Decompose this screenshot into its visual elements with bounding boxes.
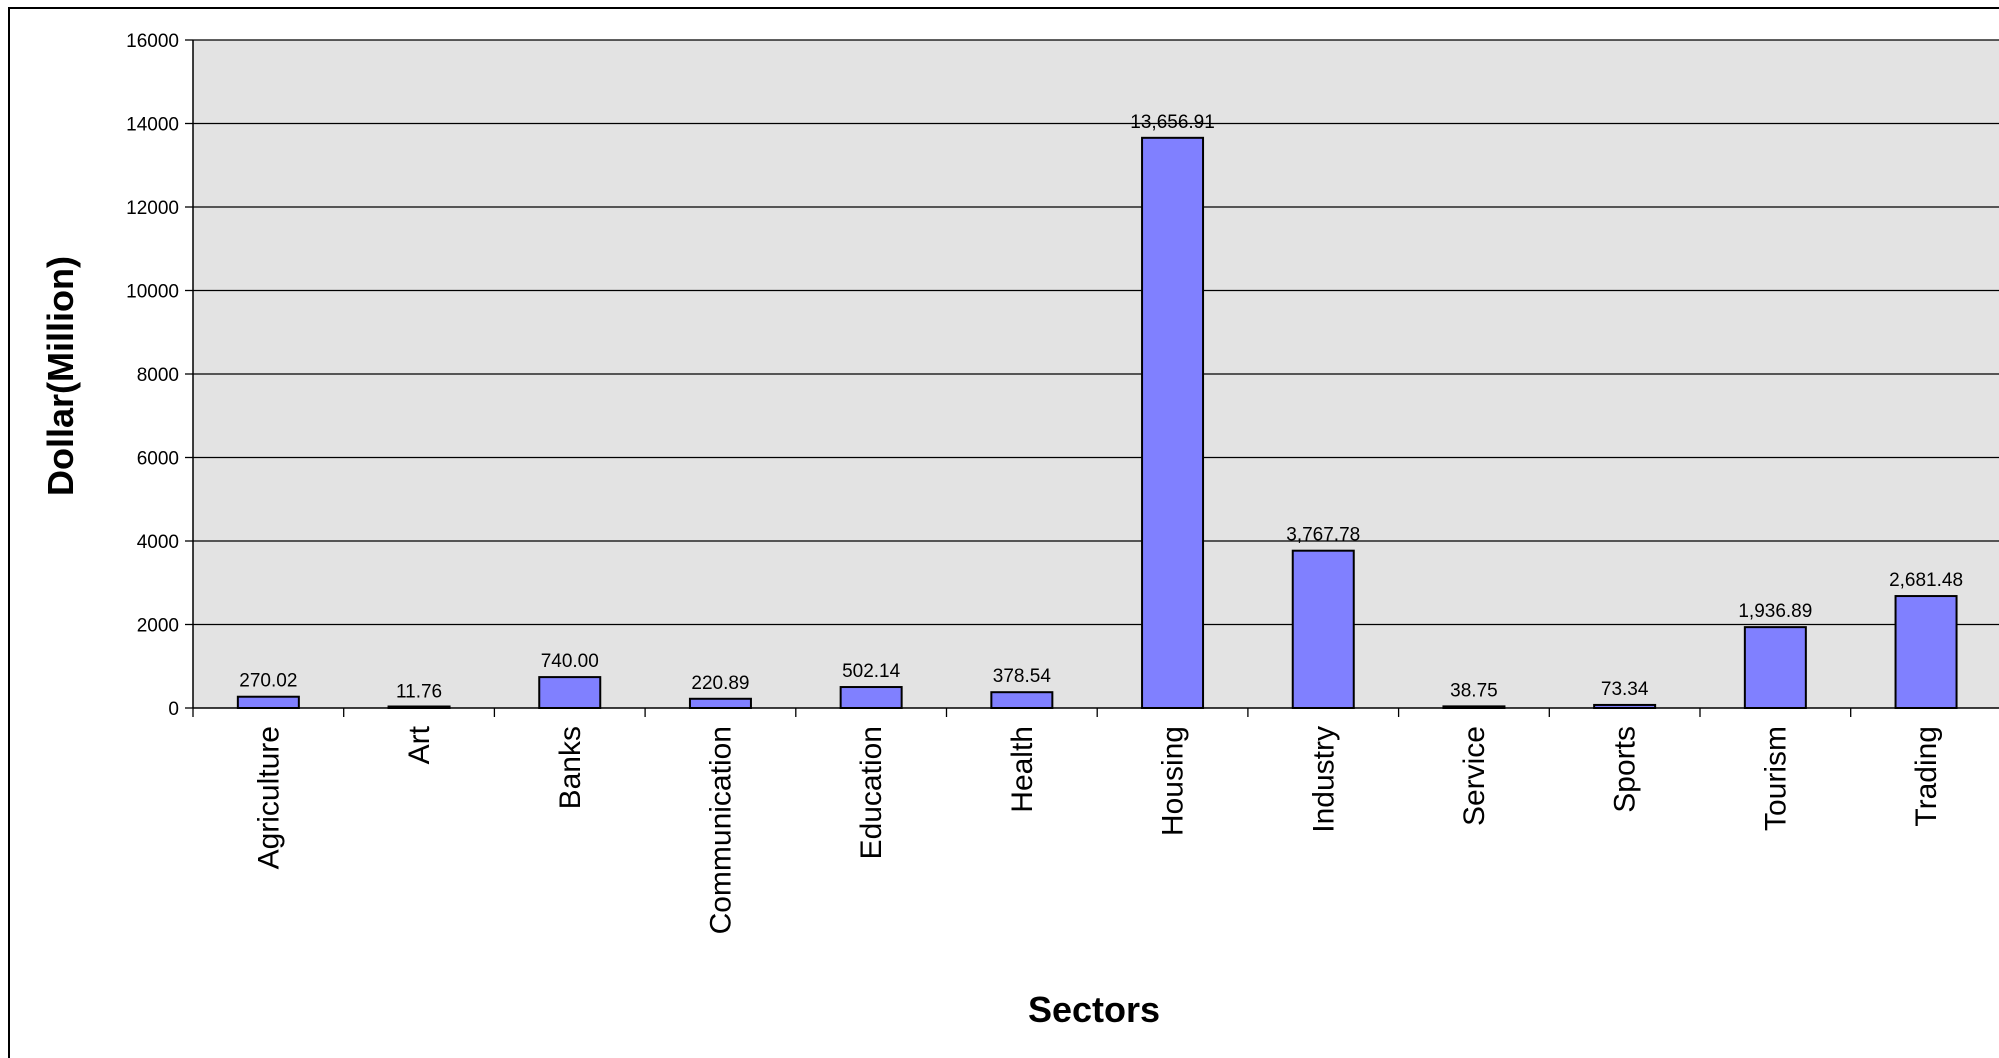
x-tick-label: Sports	[1609, 726, 1642, 813]
data-label: 11.76	[396, 682, 442, 703]
axes	[185, 39, 1999, 717]
x-tick-label: Education	[855, 726, 888, 859]
y-tick-label: 10000	[126, 282, 179, 303]
bar	[688, 697, 752, 709]
data-label: 740.00	[541, 651, 599, 672]
bar	[236, 695, 300, 710]
y-tick-label: 6000	[137, 449, 179, 470]
bar	[839, 686, 903, 709]
x-tick-label: Health	[1006, 726, 1039, 813]
x-axis-title: Sectors	[1028, 989, 1160, 1030]
x-tick-label: Art	[403, 725, 436, 764]
data-label: 73.34	[1601, 679, 1649, 700]
data-label: 1,936.89	[1738, 601, 1812, 622]
y-tick-label: 16000	[126, 31, 179, 52]
x-tick-label: Industry	[1307, 726, 1340, 833]
x-tick-label: Service	[1458, 726, 1491, 826]
bar	[1743, 626, 1807, 709]
x-tick-label: Banks	[554, 726, 587, 809]
bar	[990, 691, 1054, 710]
x-tick-label: Tourism	[1759, 726, 1792, 831]
y-tick-label: 12000	[126, 198, 179, 219]
data-label: 2,681.48	[1889, 570, 1963, 591]
y-tick-label: 0	[168, 699, 179, 720]
gridlines	[193, 39, 1999, 626]
y-tick-label: 2000	[137, 616, 179, 637]
y-tick-label: 14000	[126, 115, 179, 136]
bar	[538, 676, 602, 709]
data-label: 3,767.78	[1286, 525, 1360, 546]
data-label: 13,656.91	[1130, 112, 1215, 133]
y-tick-label: 8000	[137, 365, 179, 386]
bar	[1291, 549, 1355, 709]
x-tick-label: Trading	[1910, 726, 1943, 827]
data-label: 220.89	[691, 673, 749, 694]
data-label: 378.54	[993, 666, 1052, 687]
bar	[1894, 595, 1958, 710]
data-label: 270.02	[239, 671, 297, 692]
y-tick-label: 4000	[137, 532, 179, 553]
x-tick-label: Agriculture	[252, 726, 285, 869]
data-label: 38.75	[1450, 680, 1498, 701]
data-label: 502.14	[842, 661, 901, 682]
labels: 0 2000 4000 6000 8000 10000 12000 14000 16000 270…	[126, 31, 1963, 934]
bar	[1141, 136, 1205, 709]
y-axis-title: Dollar(Million)	[40, 256, 81, 496]
x-tick-label: Housing	[1157, 726, 1190, 836]
bars	[236, 136, 1958, 710]
chart-frame	[8, 7, 1999, 1058]
x-tick-label: Communication	[704, 726, 737, 934]
